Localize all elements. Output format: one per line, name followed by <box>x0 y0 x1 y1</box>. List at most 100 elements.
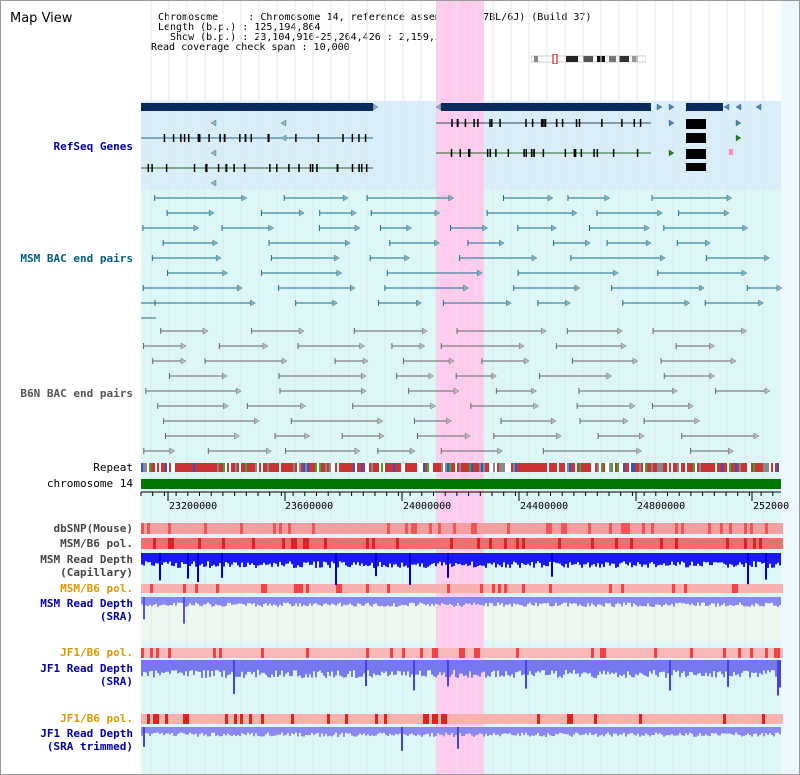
read-depth-bar <box>457 553 459 565</box>
track-label-msm-read-depth-sra[interactable]: MSM Read Depth (SRA) <box>40 597 133 623</box>
exon-mark <box>197 134 200 142</box>
track-label-msm-read-depth-capillary[interactable]: MSM Read Depth (Capillary) <box>40 553 133 579</box>
exon-block <box>686 149 706 159</box>
read-depth-bar <box>495 597 497 607</box>
read-depth-bar <box>357 727 359 736</box>
repeat-segment <box>337 463 339 472</box>
track-label-msm-bac[interactable]: MSM BAC end pairs <box>20 252 133 265</box>
exon-mark <box>540 119 543 127</box>
read-depth-bar <box>455 597 457 606</box>
heat-strip-cell <box>669 648 672 658</box>
read-depth-bar <box>197 660 199 672</box>
heat-strip-cell <box>282 648 285 658</box>
read-depth-bar <box>729 553 731 565</box>
track-label-msm-b6-pol[interactable]: MSM/B6 pol. <box>60 537 133 550</box>
read-depth-bar <box>695 660 697 676</box>
track-label-jf1-b6-pol[interactable]: JF1/B6 pol. <box>60 646 133 659</box>
heat-strip-cell <box>666 538 669 549</box>
repeat-segment <box>481 463 483 472</box>
heat-strip-cell <box>522 538 525 549</box>
track-label-jf1-read-depth-trimmed[interactable]: JF1 Read Depth (SRA trimmed) <box>40 727 133 753</box>
exon-mark <box>239 134 241 142</box>
track-label-repeat[interactable]: Repeat <box>93 461 133 474</box>
read-depth-bar <box>301 597 303 607</box>
read-depth-bar <box>651 660 653 674</box>
heat-strip-cell <box>714 714 717 724</box>
track-label-dbsnp[interactable]: dbSNP(Mouse) <box>53 522 133 535</box>
heat-strip-cell <box>189 714 192 724</box>
exon-mark <box>223 134 226 142</box>
read-depth-bar <box>383 597 385 607</box>
bac-end-arrow-icon <box>428 372 435 380</box>
repeat-segment <box>317 463 319 472</box>
heat-strip-cell <box>315 584 318 593</box>
bac-end-arrow-icon <box>304 432 311 440</box>
read-depth-bar <box>477 597 479 604</box>
read-depth-bar <box>185 660 187 672</box>
heat-strip-cell <box>141 714 144 724</box>
read-depth-bar <box>327 727 329 737</box>
read-depth-bar <box>259 727 261 737</box>
read-depth-bar <box>719 553 721 563</box>
exon-mark <box>499 119 501 127</box>
heat-strip-cell <box>351 584 354 593</box>
heat-strip-cell <box>744 648 747 658</box>
read-depth-bar <box>469 597 471 604</box>
read-depth-bar <box>709 597 711 605</box>
exon-mark <box>311 164 314 172</box>
read-depth-bar <box>209 597 211 605</box>
read-depth-bar <box>583 727 585 735</box>
heat-strip-cell <box>360 648 363 658</box>
track-label-jf1-b6-pol-2[interactable]: JF1/B6 pol. <box>60 712 133 725</box>
exon-mark <box>298 164 300 172</box>
heat-strip-cell <box>297 714 300 724</box>
read-depth-bar <box>357 660 359 678</box>
read-depth-bar <box>563 597 565 603</box>
track-label-jf1-read-depth-sra[interactable]: JF1 Read Depth (SRA) <box>40 662 133 688</box>
bac-end-arrow-icon <box>202 327 209 335</box>
heat-strip-cell <box>717 648 720 658</box>
track-label-refseq[interactable]: RefSeq Genes <box>53 140 133 153</box>
track-label-msm-b6-pol-2[interactable]: MSM/B6 pol. <box>60 582 133 595</box>
read-depth-bar <box>735 660 737 676</box>
heat-strip-cell <box>162 584 165 593</box>
repeat-segment <box>767 463 769 472</box>
read-depth-bar <box>283 727 285 736</box>
read-depth-bar <box>355 597 357 607</box>
heat-strip-cell <box>633 584 636 593</box>
heat-strip-cell <box>387 584 390 593</box>
heat-strip-cell <box>390 648 393 658</box>
track-label-b6n-bac[interactable]: B6N BAC end pairs <box>20 387 133 400</box>
exon-mark <box>555 119 558 127</box>
read-depth-bar <box>171 553 173 566</box>
repeat-segment <box>563 463 565 472</box>
heat-strip-cell <box>762 714 765 724</box>
repeat-segment <box>589 463 591 472</box>
heat-strip-cell <box>756 538 759 549</box>
bac-end-arrow-icon <box>193 224 200 232</box>
read-depth-bar <box>293 660 295 671</box>
repeat-segment <box>433 463 435 472</box>
read-depth-bar <box>575 660 577 674</box>
read-depth-spike <box>727 660 729 687</box>
read-depth-bar <box>437 660 439 675</box>
repeat-segment <box>429 463 431 472</box>
repeat-segment <box>343 463 345 472</box>
read-depth-bar <box>547 597 549 603</box>
heat-strip-cell <box>747 648 750 658</box>
read-depth-spike <box>197 553 199 582</box>
read-depth-bar <box>505 660 507 672</box>
heat-strip-cell <box>582 538 585 549</box>
exon-mark <box>337 164 339 172</box>
read-depth-spike <box>187 553 189 579</box>
heat-strip-cell <box>540 584 543 593</box>
repeat-segment <box>241 463 243 472</box>
read-depth-bar <box>283 597 285 603</box>
read-depth-bar <box>745 727 747 736</box>
heat-strip-cell <box>474 584 477 593</box>
read-depth-bar <box>651 727 653 736</box>
heat-strip-cell <box>699 523 702 534</box>
read-depth-bar <box>283 660 285 677</box>
repeat-segment <box>469 463 471 472</box>
heat-strip-cell <box>225 714 228 724</box>
